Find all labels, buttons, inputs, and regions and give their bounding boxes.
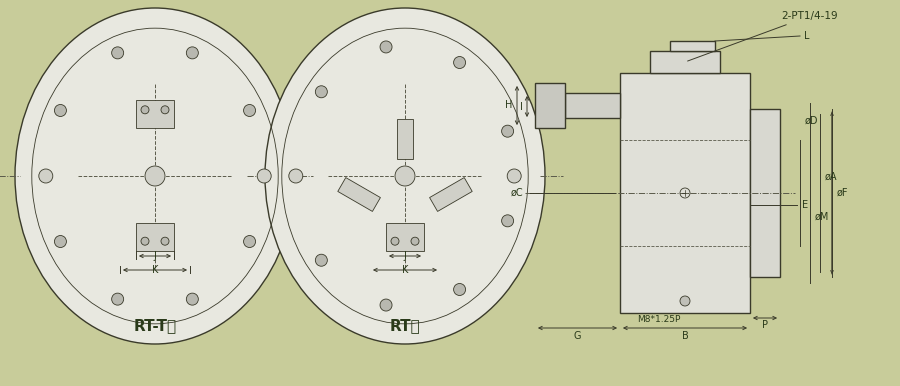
Bar: [750, 109, 780, 277]
Text: øD: øD: [805, 116, 818, 126]
Text: H: H: [505, 100, 512, 110]
Text: øA: øA: [825, 171, 838, 181]
Circle shape: [161, 106, 169, 114]
Bar: [397, 119, 413, 159]
Circle shape: [395, 166, 415, 186]
Circle shape: [141, 106, 149, 114]
Text: L: L: [804, 31, 809, 41]
Circle shape: [508, 169, 521, 183]
Bar: [386, 223, 424, 251]
Text: B: B: [681, 331, 688, 341]
Circle shape: [501, 215, 514, 227]
Text: J: J: [154, 251, 157, 261]
Bar: [338, 178, 381, 212]
Circle shape: [244, 235, 256, 247]
Circle shape: [112, 293, 123, 305]
Bar: [650, 51, 720, 73]
Circle shape: [112, 47, 123, 59]
Text: K: K: [152, 265, 158, 275]
Circle shape: [391, 237, 399, 245]
Ellipse shape: [265, 8, 545, 344]
Text: øM: øM: [815, 212, 830, 222]
Circle shape: [289, 169, 302, 183]
Bar: [670, 41, 715, 51]
Text: K: K: [401, 265, 409, 275]
Circle shape: [680, 296, 690, 306]
Text: J: J: [403, 251, 407, 261]
Text: øF: øF: [837, 188, 849, 198]
Circle shape: [380, 299, 392, 311]
Circle shape: [244, 105, 256, 117]
Circle shape: [39, 169, 53, 183]
Bar: [429, 178, 472, 212]
Text: RT型: RT型: [390, 318, 420, 334]
Text: I: I: [520, 102, 523, 112]
Circle shape: [315, 86, 328, 98]
Circle shape: [290, 170, 302, 182]
Bar: [136, 223, 174, 251]
Circle shape: [454, 56, 465, 69]
Circle shape: [186, 47, 198, 59]
Text: RT-T型: RT-T型: [133, 318, 176, 334]
Bar: [565, 93, 620, 118]
Circle shape: [257, 169, 271, 183]
Circle shape: [454, 283, 465, 296]
Circle shape: [186, 293, 198, 305]
Circle shape: [411, 237, 419, 245]
Bar: [535, 83, 565, 128]
Circle shape: [145, 166, 165, 186]
Bar: [620, 73, 750, 313]
Circle shape: [501, 125, 514, 137]
Circle shape: [380, 41, 392, 53]
Circle shape: [315, 254, 328, 266]
Circle shape: [161, 237, 169, 245]
Text: 2-PT1/4-19: 2-PT1/4-19: [688, 11, 838, 61]
Circle shape: [141, 237, 149, 245]
Text: øC: øC: [510, 188, 523, 198]
Bar: [136, 100, 174, 128]
Text: P: P: [762, 320, 768, 330]
Ellipse shape: [15, 8, 295, 344]
Text: E: E: [802, 200, 808, 210]
Circle shape: [54, 105, 67, 117]
Text: G: G: [574, 331, 581, 341]
Circle shape: [54, 235, 67, 247]
Text: M8*1.25P: M8*1.25P: [637, 315, 680, 325]
